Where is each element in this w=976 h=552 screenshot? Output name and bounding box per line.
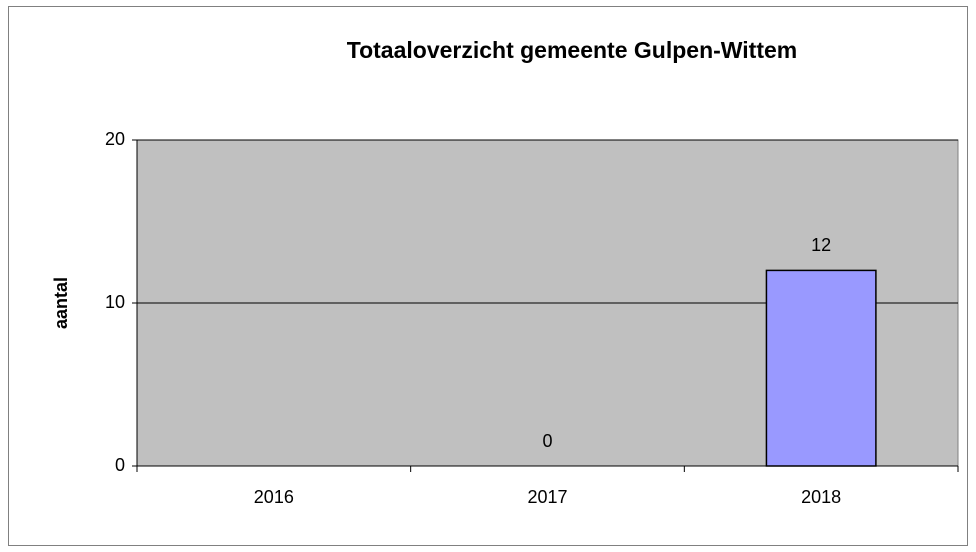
y-tick-label: 10 (105, 292, 125, 312)
y-axis-label: aantal (51, 277, 71, 329)
x-tick-label: 2017 (527, 487, 567, 507)
x-tick-label: 2016 (254, 487, 294, 507)
y-tick-label: 20 (105, 129, 125, 149)
bar (765, 269, 877, 467)
chart-title: Totaaloverzicht gemeente Gulpen-Wittem (347, 37, 798, 63)
x-tick-label: 2018 (801, 487, 841, 507)
data-label: 12 (811, 235, 831, 255)
y-tick-label: 0 (115, 455, 125, 475)
data-label: 0 (542, 431, 552, 451)
